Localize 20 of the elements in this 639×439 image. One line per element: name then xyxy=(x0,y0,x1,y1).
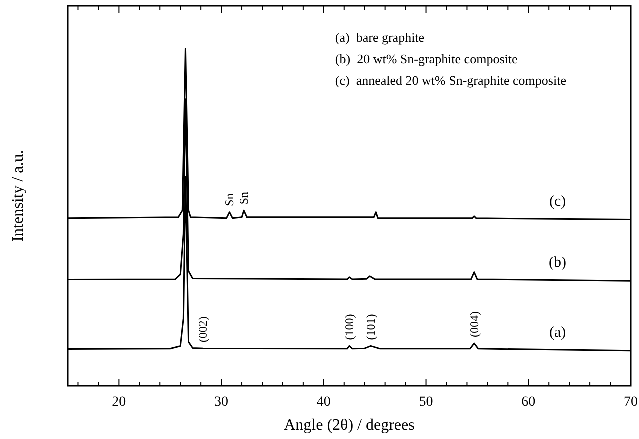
x-tick-label: 40 xyxy=(316,395,331,410)
x-tick-label: 30 xyxy=(214,395,229,410)
annotation: Sn xyxy=(222,194,237,206)
annotation: (002) xyxy=(196,316,210,343)
text: (a) bare graphite xyxy=(335,30,425,45)
x-tick-label: 50 xyxy=(419,395,434,410)
series-label: (b) xyxy=(549,255,567,272)
x-tick-label: 70 xyxy=(624,395,638,410)
x-axis-title: Angle (2θ) / degrees xyxy=(284,417,415,434)
annotation: (c) annealed 20 wt% Sn-graphite composite xyxy=(335,73,567,88)
annotation: Sn xyxy=(237,192,252,205)
annotation: (b) 20 wt% Sn-graphite composite xyxy=(335,52,518,66)
series-label: (a) xyxy=(549,324,566,341)
x-tick-label: 20 xyxy=(112,395,126,410)
annotation: (004) xyxy=(467,312,482,338)
y-axis-title: Intensity / a.u. xyxy=(10,150,27,242)
x-tick-label: 60 xyxy=(522,395,536,410)
annotation: (100) xyxy=(342,314,356,340)
series-label: (c) xyxy=(549,194,566,210)
annotation: (101) xyxy=(364,314,378,340)
